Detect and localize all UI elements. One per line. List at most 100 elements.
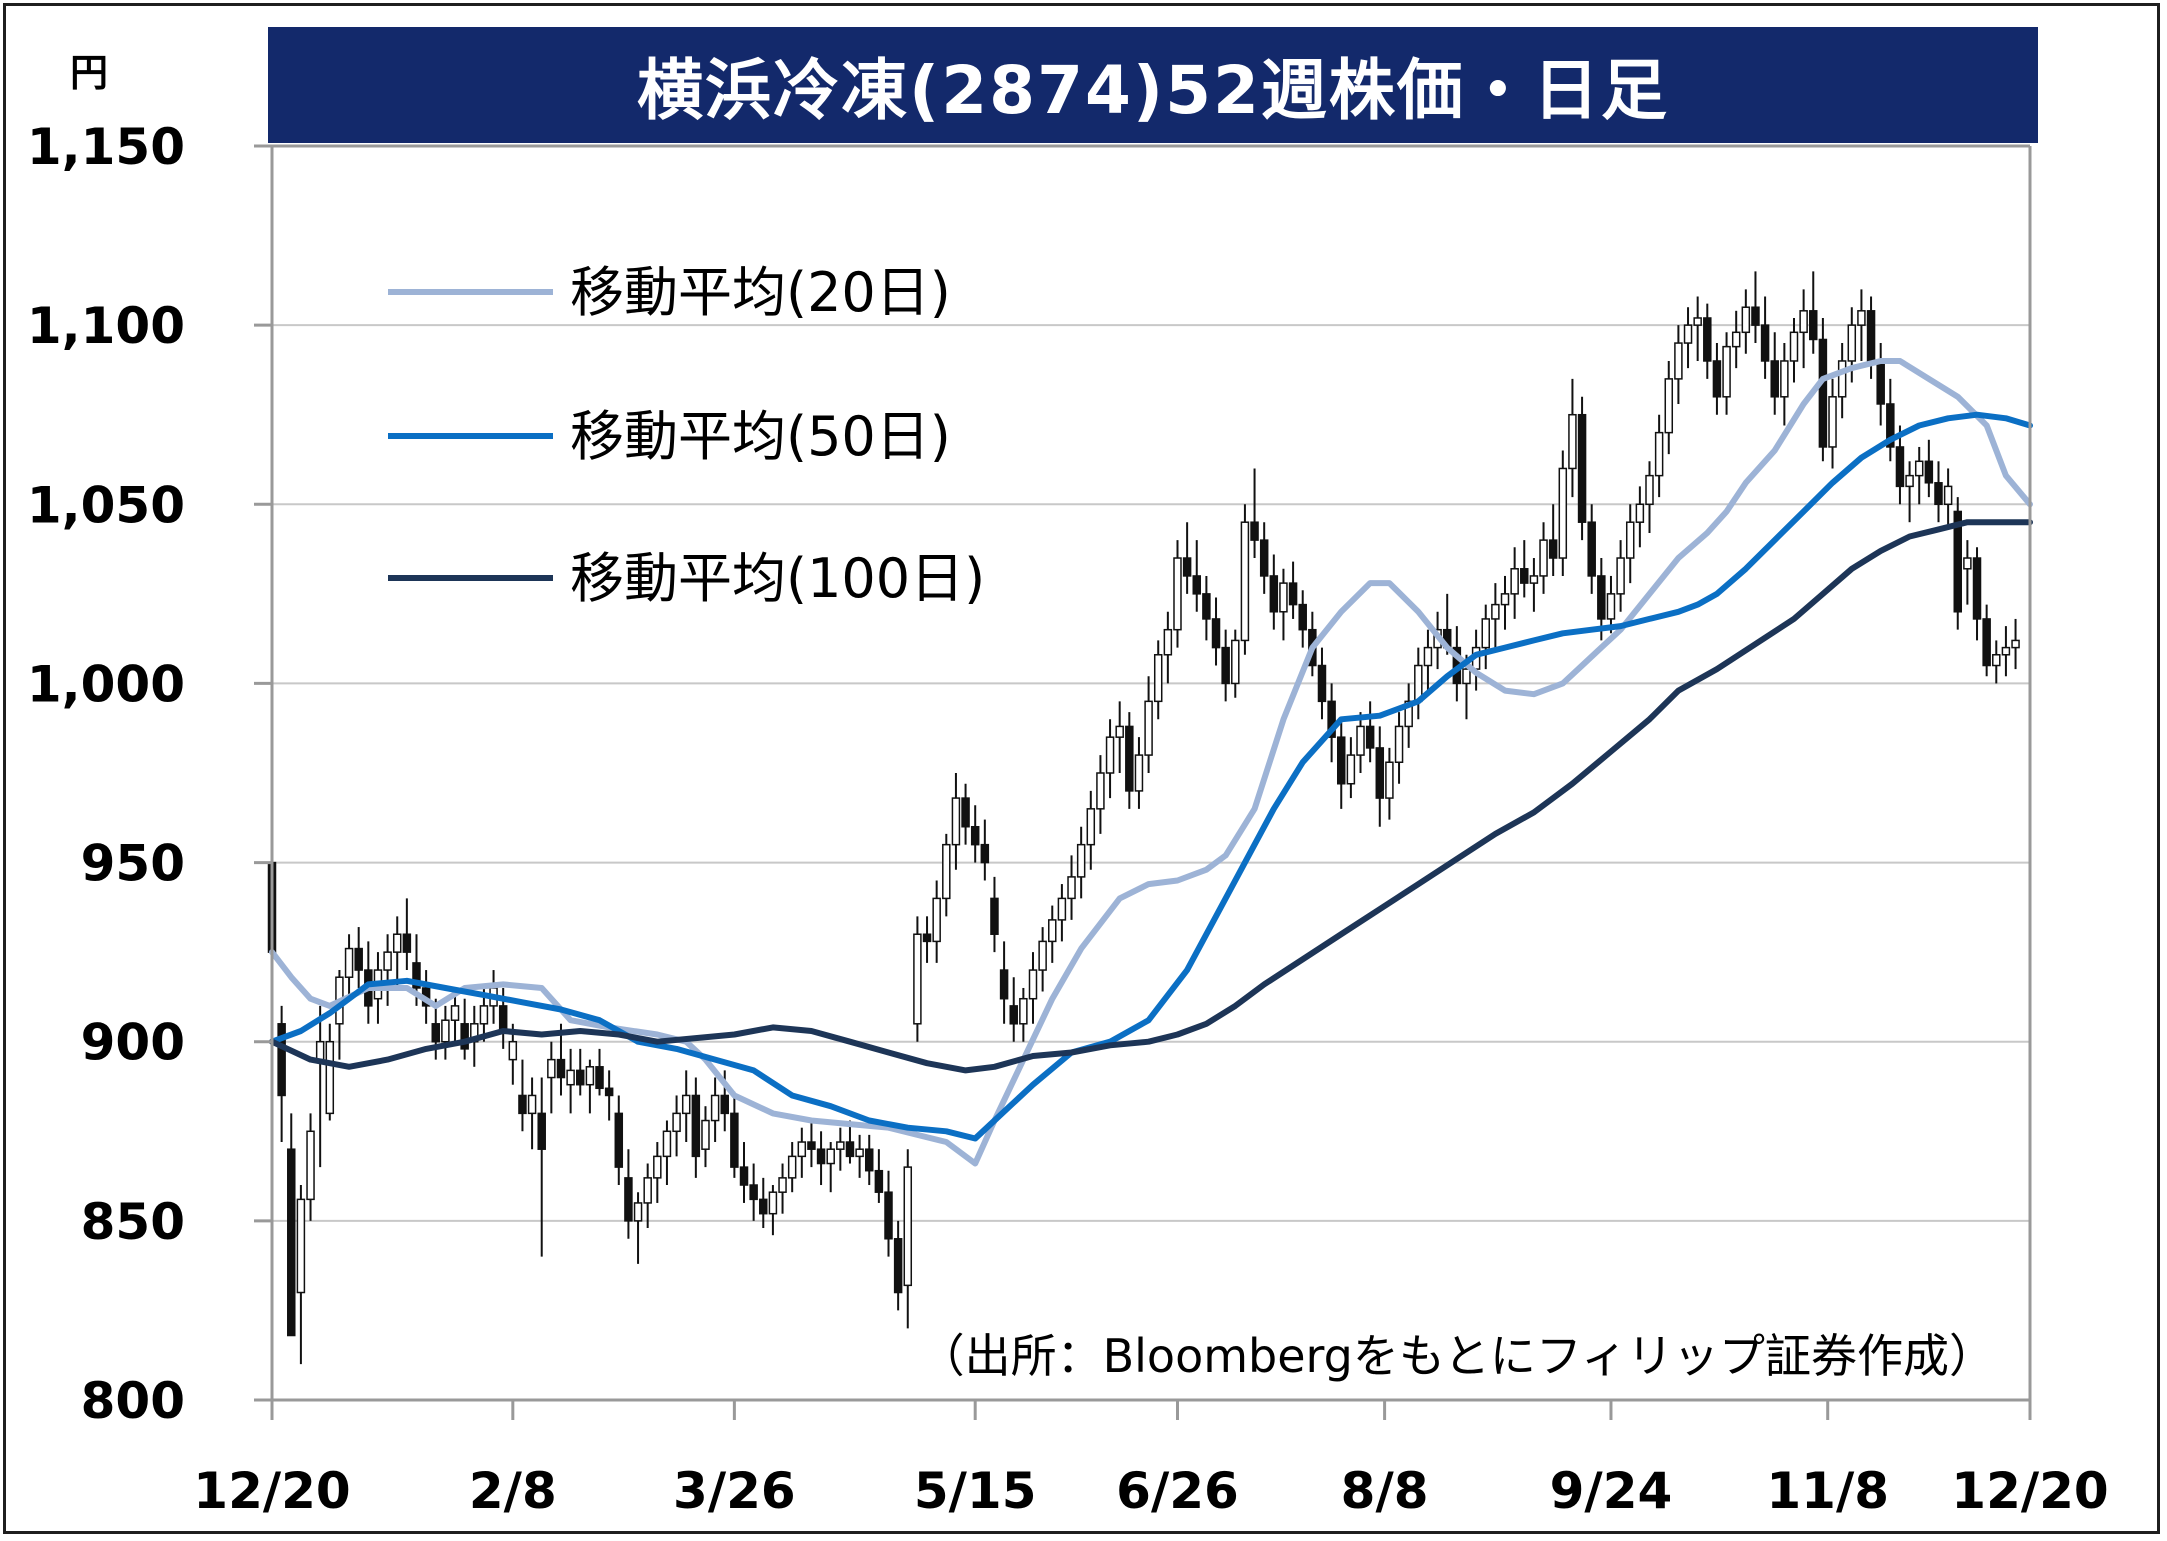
candle — [1086, 790, 1096, 870]
candle — [1163, 611, 1173, 684]
candle-body — [980, 843, 990, 864]
candle-body — [1375, 747, 1385, 799]
candle-body — [1992, 654, 2001, 667]
candle — [1693, 296, 1702, 361]
candle — [1414, 647, 1423, 720]
candle-body — [1654, 431, 1664, 477]
y-tick-label: 850 — [81, 1193, 185, 1251]
candle — [1317, 647, 1327, 720]
candle-body — [691, 1094, 701, 1158]
candle-body — [460, 1023, 469, 1050]
candle-body — [730, 1112, 739, 1168]
candle — [537, 1077, 546, 1257]
candle-body — [1914, 460, 1924, 477]
candle — [691, 1077, 701, 1178]
candle-body — [1760, 324, 1770, 362]
chart-title: 横浜冷凍(2874)52週株価・日足 — [268, 27, 2038, 143]
candle-body — [893, 1238, 903, 1294]
candle-body — [787, 1155, 797, 1179]
candle — [1731, 310, 1741, 369]
candle-body — [681, 1094, 691, 1115]
candle — [1385, 747, 1394, 820]
x-tick-label: 12/20 — [193, 1462, 350, 1520]
candle-body — [807, 1141, 816, 1150]
candle — [1886, 378, 1895, 462]
candle — [1173, 540, 1182, 648]
candle-body — [431, 1023, 441, 1043]
candle-body — [450, 1005, 460, 1021]
candle — [1279, 568, 1288, 641]
candle-body — [932, 897, 941, 943]
candle-body — [1327, 700, 1336, 738]
candle — [1500, 575, 1510, 630]
candle-body — [1703, 317, 1712, 362]
candle — [1963, 540, 1972, 605]
x-tick-label: 11/8 — [1766, 1462, 1889, 1520]
candle-body — [1674, 342, 1683, 380]
candle-body — [749, 1184, 758, 1201]
x-axis-ticks: 12/20 2/8 3/26 5/15 6/26 8/8 9/24 11/8 12/20 — [193, 1462, 2108, 1520]
candle-body — [1731, 331, 1741, 348]
candle-body — [836, 1141, 845, 1150]
candle — [1221, 629, 1230, 702]
candle — [653, 1142, 662, 1203]
ma100-line — [269, 519, 2033, 1074]
candle-body — [1953, 510, 1963, 613]
candle-body — [1115, 725, 1124, 738]
candle — [585, 1059, 595, 1114]
candle-body — [1231, 639, 1240, 685]
candle — [1067, 855, 1076, 920]
candle-body — [614, 1112, 624, 1168]
legend-ma50: 移動平均(50日) — [388, 405, 951, 468]
candle — [864, 1134, 874, 1186]
y-tick-label: 1,150 — [27, 118, 185, 176]
candle — [604, 1070, 614, 1121]
candle-body — [913, 933, 922, 1025]
candle-body — [1163, 628, 1173, 656]
x-tick-label: 3/26 — [673, 1462, 796, 1520]
candle-body — [1038, 940, 1047, 971]
candle-body — [864, 1148, 874, 1172]
candle — [325, 1023, 335, 1121]
candle — [922, 916, 932, 963]
candle-body — [1616, 557, 1625, 595]
candle-body — [1250, 521, 1259, 541]
candle — [768, 1185, 778, 1236]
candle-body — [1394, 725, 1404, 764]
candle — [1076, 826, 1086, 899]
candle — [1346, 737, 1356, 799]
candle — [1327, 683, 1336, 763]
candle — [903, 1149, 913, 1329]
candle — [836, 1127, 845, 1171]
candle-body — [845, 1141, 855, 1158]
candle — [1548, 504, 1558, 576]
candle — [1837, 343, 1847, 419]
candle-body — [383, 951, 392, 971]
candle — [1674, 325, 1683, 404]
candle-body — [1587, 521, 1596, 577]
candle — [1703, 303, 1712, 379]
candle-body — [2001, 646, 2011, 656]
candle — [951, 773, 961, 870]
candle — [1914, 446, 1924, 505]
candle-body — [1462, 668, 1471, 685]
candle-body — [1134, 754, 1144, 792]
candle — [566, 1048, 575, 1114]
candle — [344, 934, 354, 999]
candle — [518, 1059, 527, 1132]
candle — [1404, 683, 1413, 748]
candle-body — [1847, 324, 1857, 362]
candle — [1182, 522, 1192, 594]
candle-body — [951, 797, 961, 846]
candle — [1924, 439, 1934, 498]
candle — [1153, 640, 1163, 720]
candle — [1520, 540, 1529, 598]
candle — [1722, 332, 1731, 415]
candle — [1105, 719, 1115, 799]
candle — [1115, 701, 1124, 773]
candle — [1028, 952, 1038, 1024]
candle-body — [1886, 403, 1895, 448]
candle-body — [527, 1094, 537, 1115]
candle-body — [1365, 725, 1375, 749]
candle-body — [1346, 754, 1356, 785]
